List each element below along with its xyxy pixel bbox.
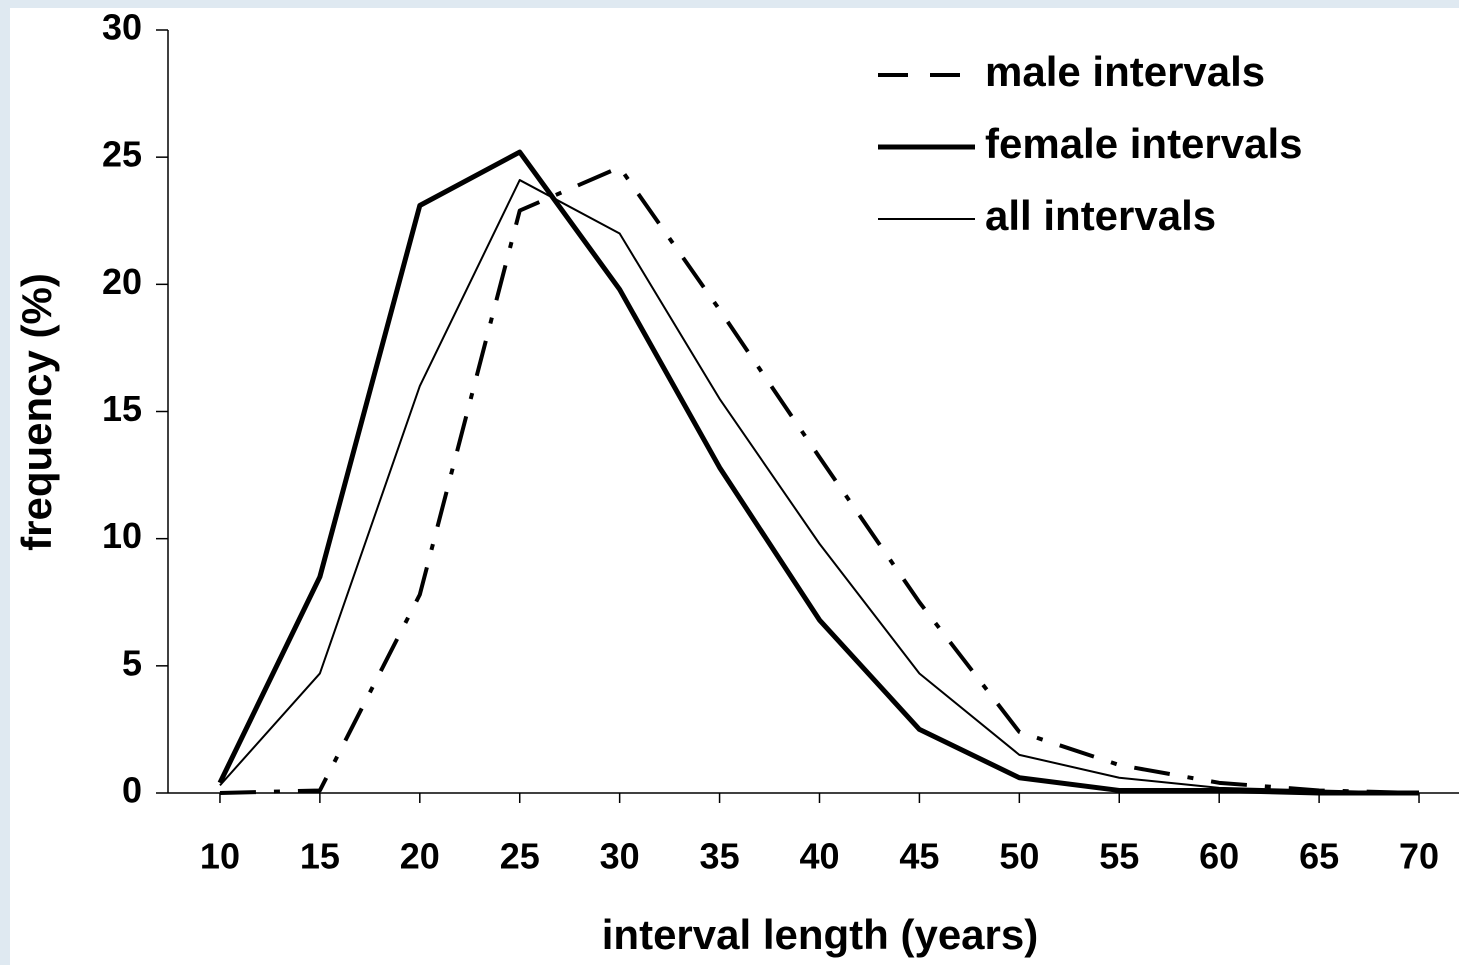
y-tick-label: 30 xyxy=(102,7,142,48)
x-tick-label: 45 xyxy=(899,836,939,877)
x-tick-label: 30 xyxy=(600,836,640,877)
y-tick-label: 20 xyxy=(102,261,142,302)
x-tick-label: 65 xyxy=(1299,836,1339,877)
y-tick-label: 15 xyxy=(102,388,142,429)
x-tick-label: 40 xyxy=(799,836,839,877)
y-tick-label: 5 xyxy=(122,642,142,683)
legend-label: female intervals xyxy=(985,120,1303,167)
x-tick-label: 15 xyxy=(300,836,340,877)
x-tick-label: 25 xyxy=(500,836,540,877)
x-axis-label: interval length (years) xyxy=(602,911,1038,958)
series-line xyxy=(219,179,1420,794)
x-tick-label: 35 xyxy=(700,836,740,877)
y-tick-label: 10 xyxy=(102,515,142,556)
series-line xyxy=(217,149,1420,796)
y-axis-label: frequency (%) xyxy=(13,273,60,551)
x-tick-label: 60 xyxy=(1199,836,1239,877)
x-tick-label: 50 xyxy=(999,836,1039,877)
series-line xyxy=(219,165,1420,795)
legend-label: all intervals xyxy=(985,192,1216,239)
y-tick-label: 25 xyxy=(102,134,142,175)
y-tick-label: 0 xyxy=(122,770,142,811)
x-tick-label: 20 xyxy=(400,836,440,877)
legend-label: male intervals xyxy=(985,48,1265,95)
x-tick-label: 55 xyxy=(1099,836,1139,877)
x-tick-label: 10 xyxy=(200,836,240,877)
x-tick-label: 70 xyxy=(1399,836,1439,877)
